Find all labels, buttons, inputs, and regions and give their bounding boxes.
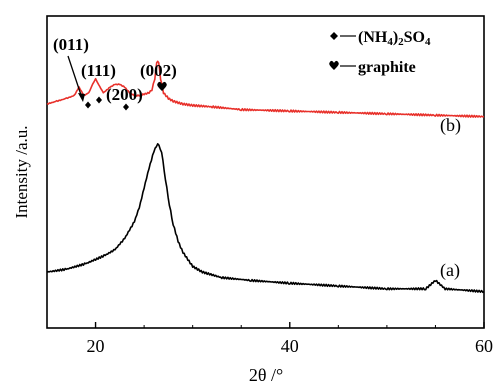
series-group bbox=[46, 60, 485, 294]
y-axis-label: Intensity /a.u. bbox=[12, 125, 31, 218]
annotation-011: (011) bbox=[53, 35, 89, 54]
legend-label-ammonium-sulfate: (NH4)2SO4 bbox=[358, 29, 431, 48]
peak-002-heart-icon bbox=[157, 81, 167, 91]
peak-annotations: (011) (111) (200) (002) bbox=[53, 35, 177, 111]
legend: (NH4)2SO4 graphite bbox=[329, 29, 431, 76]
peak-200-diamond-icon bbox=[123, 103, 129, 111]
series-line-b bbox=[46, 60, 485, 118]
x-tick-label: 20 bbox=[87, 336, 105, 356]
legend-heart-icon bbox=[329, 60, 339, 70]
legend-diamond-icon bbox=[330, 32, 338, 40]
x-ticks: 20 40 60 bbox=[46, 322, 493, 356]
x-tick-label: 60 bbox=[475, 336, 493, 356]
annotation-111: (111) bbox=[81, 61, 116, 80]
annotation-011-arrow bbox=[67, 55, 83, 99]
series-label-a: (a) bbox=[440, 260, 460, 281]
annotation-200: (200) bbox=[106, 85, 143, 104]
plot-frame bbox=[46, 15, 485, 329]
legend-label-graphite: graphite bbox=[358, 59, 416, 76]
peak-111-diamond-icon bbox=[96, 96, 102, 104]
arrowhead-icon bbox=[78, 93, 85, 102]
series-line-a bbox=[46, 143, 485, 294]
peak-011-diamond-icon bbox=[85, 101, 91, 109]
annotation-002: (002) bbox=[140, 61, 177, 80]
x-tick-label: 40 bbox=[281, 336, 299, 356]
x-axis-label: 2θ /° bbox=[249, 365, 283, 385]
series-label-b: (b) bbox=[440, 115, 461, 136]
